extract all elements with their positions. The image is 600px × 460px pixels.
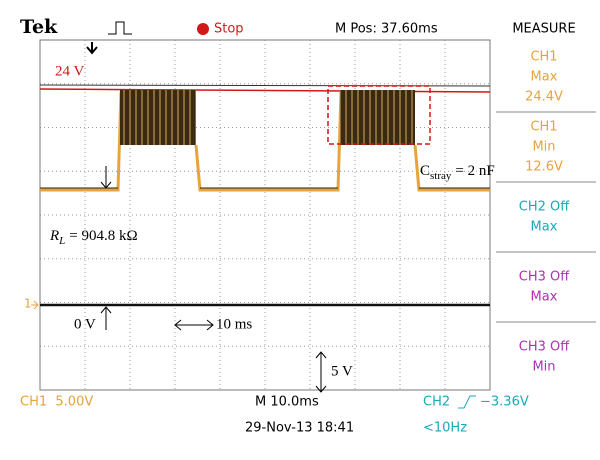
annotation: 10 ms: [216, 316, 252, 332]
reference-line: [39, 84, 491, 87]
brand: Tek: [20, 16, 58, 38]
arrow: [100, 166, 112, 189]
menu-item[interactable]: Max: [531, 70, 558, 85]
annotation: Cstray = 2 nF: [420, 163, 495, 181]
ch1-burst: [120, 90, 196, 145]
measure-menu: [496, 111, 596, 323]
position: M Pos: 37.60ms: [335, 22, 438, 37]
symbol: C: [420, 163, 430, 179]
annotation: 24 V: [55, 63, 84, 79]
value: = 904.8 kΩ: [69, 228, 137, 244]
menu-item[interactable]: CH1: [530, 50, 557, 65]
menu-title: MEASURE: [512, 22, 575, 37]
subscript: stray: [430, 170, 452, 182]
trigger-level: −3.36V: [480, 395, 529, 410]
trigger-channel: CH2: [423, 395, 450, 410]
menu-item[interactable]: CH1: [530, 120, 557, 135]
trigger-position-marker: [86, 42, 98, 55]
graticule-border: [39, 39, 491, 391]
menu-item[interactable]: CH3 Off: [519, 340, 570, 355]
trigger-slope-icon: [458, 395, 476, 409]
subscript: L: [58, 235, 65, 247]
menu-item[interactable]: 24.4V: [525, 90, 563, 105]
run-state: Stop: [214, 22, 244, 37]
annotation: 5 V: [331, 363, 353, 379]
trigger-frequency: <10Hz: [423, 421, 467, 436]
menu-item[interactable]: 12.6V: [525, 160, 563, 175]
annotation: 0 V: [74, 316, 96, 332]
highlight-box: [327, 85, 431, 145]
menu-item[interactable]: CH2 Off: [519, 200, 570, 215]
menu-item[interactable]: Min: [532, 360, 555, 375]
value: = 2 nF: [455, 163, 494, 179]
stop-dot: [197, 23, 209, 35]
menu-item[interactable]: Min: [532, 140, 555, 155]
menu-item[interactable]: Max: [531, 220, 558, 235]
annotation: RL = 904.8 kΩ: [49, 228, 138, 246]
arrow: [100, 306, 112, 330]
symbol: R: [49, 228, 59, 244]
ch1-burst: [340, 90, 415, 145]
graticule: [40, 40, 490, 390]
menu-item[interactable]: Max: [531, 290, 558, 305]
trigger-icon: [108, 21, 132, 35]
double-arrow: [315, 351, 327, 393]
channel-marker: 1: [24, 297, 32, 311]
reference-line: [39, 88, 491, 93]
menu-item[interactable]: CH3 Off: [519, 270, 570, 285]
double-arrow: [174, 319, 214, 331]
channel-marker-arrow: [31, 300, 39, 310]
ch1-scale: CH1 5.00V: [20, 395, 93, 410]
timebase: M 10.0ms: [255, 395, 319, 410]
datetime: 29-Nov-13 18:41: [245, 421, 354, 436]
